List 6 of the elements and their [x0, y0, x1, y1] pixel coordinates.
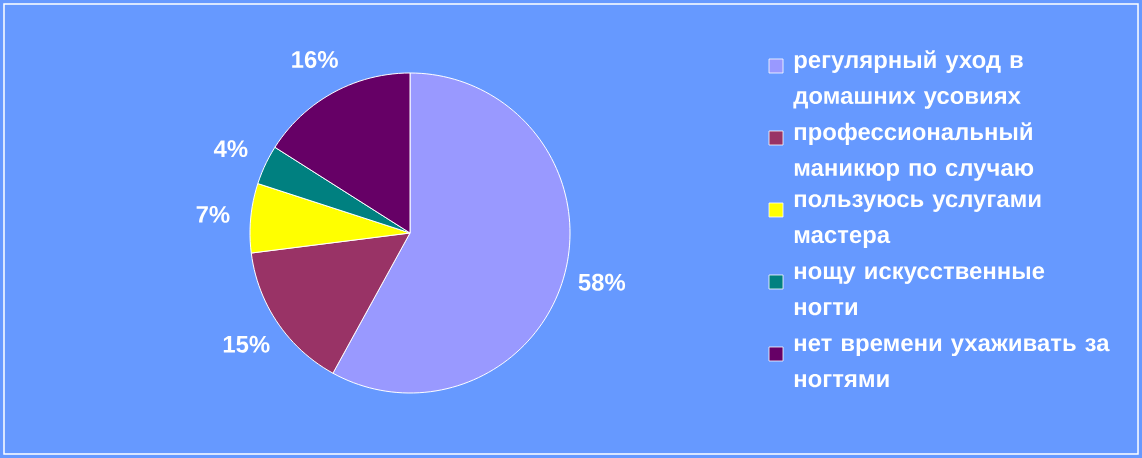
data-label: 16%	[292, 51, 338, 68]
data-label: 4%	[213, 140, 248, 158]
legend-label: нет времени ухаживать за ногтями	[794, 338, 1110, 388]
data-label: 15%	[223, 335, 270, 353]
data-label: 58%	[578, 273, 626, 291]
data-label: 7%	[196, 205, 230, 223]
